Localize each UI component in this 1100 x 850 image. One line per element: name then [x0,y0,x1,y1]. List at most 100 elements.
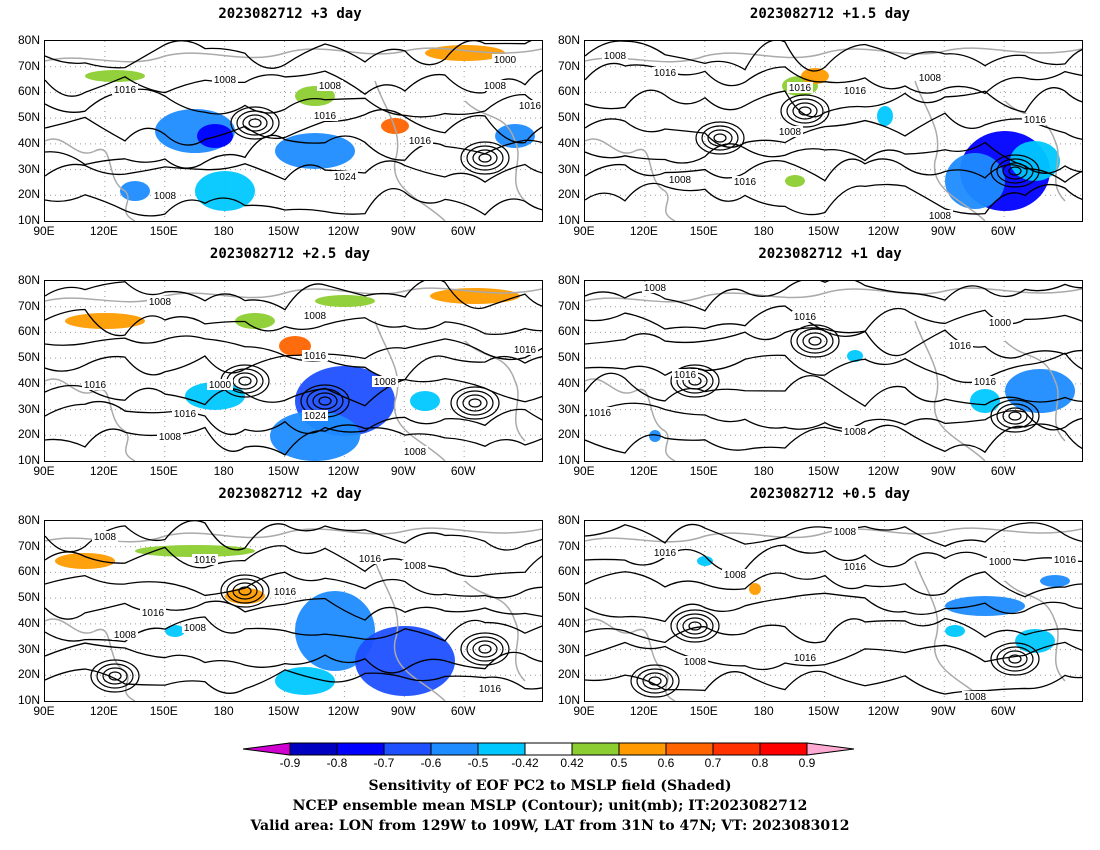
isobar-contour [585,158,1082,183]
pressure-center-ring [798,106,812,116]
contour-label: 1016 [974,377,997,388]
latitude-label: 50N [17,350,40,365]
coastline [45,287,542,303]
panel-title: 2023082712 +1.5 day [749,6,911,22]
latitude-label: 80N [17,513,40,527]
sensitivity-shading [945,153,1005,209]
colorbar-segment [524,742,573,756]
contour-label-bg [917,72,943,83]
coastline [1004,340,1066,442]
longitude-label: 150W [807,464,840,478]
contour-label: 1016 [519,101,542,112]
isobar-contour [45,545,542,578]
contour-label: 1016 [84,380,107,391]
contour-label: 1008 [919,73,942,84]
latitude-label: 60N [557,324,580,339]
contour-label: 1016 [794,653,817,664]
longitude-label: 120E [89,704,118,718]
contour-label: 1008 [844,427,867,438]
contour-label-bg [927,210,953,221]
longitude-label: 90E [573,464,595,478]
longitude-label: 90E [573,704,595,718]
contour-label: 1016 [174,409,197,420]
map-frame: 1008 1008 1016 1016 1000 1024 1008 1016 1008 1008… [44,280,543,462]
contour-label-bg [517,100,542,111]
longitude-label: 60W [990,224,1016,238]
sensitivity-shading [697,556,713,566]
colorbar-segment [289,742,338,756]
isobar-contour [585,182,1082,216]
longitude-label: 150E [689,704,718,718]
longitude-label: 180 [213,464,234,478]
contour-label-bg [147,296,173,307]
longitude-label: 120W [327,464,360,478]
contour-label-bg [302,350,328,361]
contour-label-bg [212,74,238,85]
coastline [585,47,1082,63]
colorbar-segment [618,742,667,756]
contour-label: 1008 [404,561,427,572]
longitude-label: 120W [867,464,900,478]
pressure-center-ring [786,98,824,124]
longitude-label: 150W [807,224,840,238]
pressure-center-ring [990,399,1040,433]
contour-label-bg [402,446,428,457]
pressure-center-ring [460,141,510,175]
latitude-label: 20N [17,667,40,682]
pressure-center-ring [701,125,739,151]
sensitivity-shading [295,591,375,671]
contour-label: 1000 [989,557,1012,568]
contour-label: 1024 [304,411,327,422]
latitude-label: 70N [17,298,40,313]
colorbar-tick-label: 0.8 [751,756,769,770]
contour-label: 1016 [589,408,612,419]
map-plot: 1008101610081016101610001016100810161008 [585,521,1082,701]
pressure-center-ring [996,403,1034,429]
latitude-label: 30N [557,641,580,656]
longitude-label: 150E [149,704,178,718]
latitude-label: 80N [557,33,580,47]
isobar-contour [45,597,542,621]
contour-label-bg [667,174,693,185]
contour-label: 1016 [654,548,677,559]
longitude-label: 150W [267,704,300,718]
contour-label-bg [602,50,628,61]
contour-label: 1008 [149,297,172,308]
pressure-center-ring [242,114,268,132]
isobar-contour [585,87,1082,118]
latitude-label: 60N [17,564,40,579]
sensitivity-shading [847,350,863,362]
colorbar-tick-label: -0.9 [279,756,301,770]
latitude-label: 60N [557,564,580,579]
contour-label-bg [402,560,428,571]
longitude-label: 120W [327,224,360,238]
contour-label-bg [492,54,518,65]
map-plot: 1008 1016 1016 1008 1016 1008 1016 1008 1016 1008 [585,41,1082,221]
isobar-contour [585,372,1082,408]
isobar-contour [585,327,1082,359]
contour-label-bg [842,426,868,437]
latitude-label: 40N [557,615,580,630]
caption-line-1: Sensitivity of EOF PC2 to MSLP field (Sh… [368,778,732,794]
contour-label: 1016 [114,85,137,96]
contour-label: 1000 [989,318,1012,329]
colorbar-tick-label: 0.5 [610,756,628,770]
sensitivity-shading [197,124,233,148]
longitude-label: 120E [629,464,658,478]
longitude-label: 60W [450,224,476,238]
latitude-label: 50N [557,110,580,125]
latitude-label: 30N [17,161,40,176]
contour-label: 1016 [304,351,327,362]
pressure-center-ring [460,632,510,666]
isobar-contour [45,308,542,337]
contour-label-bg [182,622,208,633]
latitude-label: 20N [557,667,580,682]
colorbar-segment [383,742,432,756]
coastline [1004,580,1066,682]
contour-label-bg [672,369,698,380]
contour-label: 1016 [194,555,217,566]
colorbar-tick-label: 0.42 [560,756,584,770]
sensitivity-shading [945,596,1025,616]
contour-label-bg [972,376,998,387]
longitude-label: 150W [267,464,300,478]
